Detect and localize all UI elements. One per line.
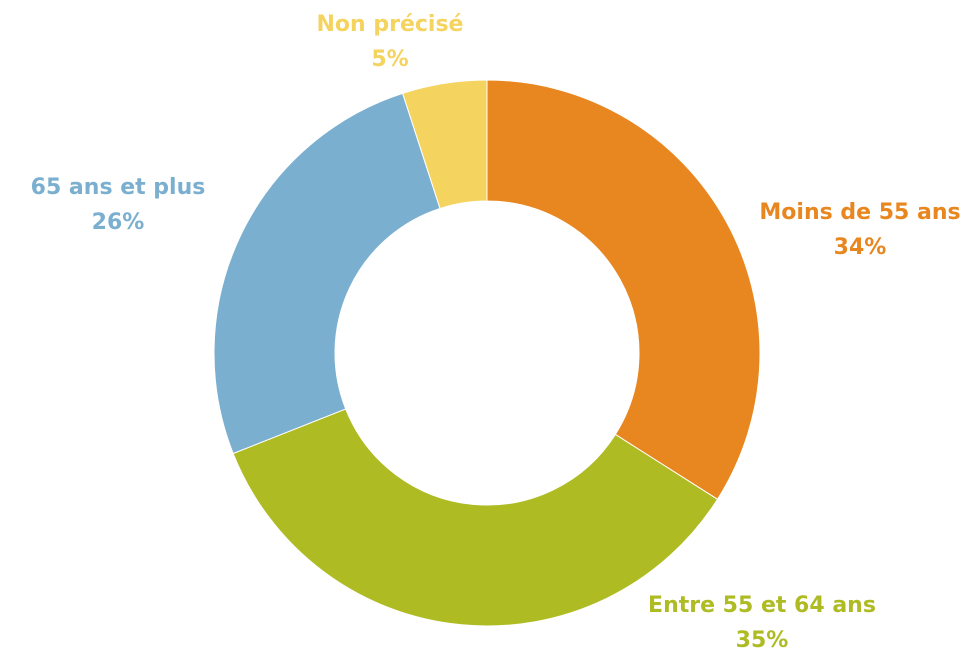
slice-label: Moins de 55 ans: [759, 200, 960, 225]
donut-slice: [402, 79, 488, 210]
slice-value-label: 5%: [371, 47, 408, 72]
slice-value-label: 35%: [736, 628, 789, 653]
slice-label: Entre 55 et 64 ans: [648, 593, 876, 618]
slice-label: 65 ans et plus: [31, 175, 206, 200]
slice-value-label: 26%: [92, 210, 145, 235]
slice-label: Non précisé: [317, 12, 464, 37]
donut-slice: [486, 79, 761, 500]
slice-value-label: 34%: [834, 235, 887, 260]
donut-slice: [232, 408, 719, 627]
donut-slice: [213, 92, 441, 455]
